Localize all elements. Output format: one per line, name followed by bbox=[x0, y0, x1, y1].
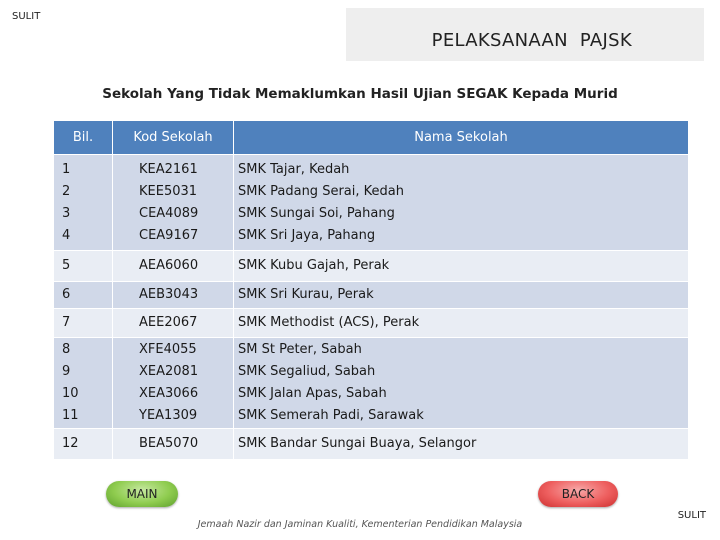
bil-cell: 1 2 3 4 bbox=[54, 154, 113, 250]
nama-sekolah-cell-text: SMK Semerah Padi, Sarawak bbox=[238, 408, 424, 423]
bil-cell: 12 bbox=[54, 428, 113, 459]
nama-sekolah-cell-text: SMK Methodist (ACS), Perak bbox=[238, 315, 420, 330]
table-subtitle: Sekolah Yang Tidak Memaklumkan Hasil Uji… bbox=[102, 86, 618, 102]
back-button[interactable]: BACK bbox=[538, 481, 618, 507]
bil-cell-text: 9 bbox=[62, 364, 71, 379]
nama-sekolah-cell-text: SMK Bandar Sungai Buaya, Selangor bbox=[238, 436, 477, 451]
column-header-kod-sekolah: Kod Sekolah bbox=[113, 121, 234, 154]
kod-sekolah-cell: AEB3043 bbox=[113, 281, 234, 308]
kod-sekolah-cell-text: YEA1309 bbox=[139, 408, 198, 423]
nama-sekolah-cell-text: SMK Sungai Soi, Pahang bbox=[238, 205, 395, 221]
column-header-nama-sekolah: Nama Sekolah bbox=[234, 121, 688, 154]
kod-sekolah-cell-text: KEA2161 bbox=[139, 161, 198, 177]
nama-sekolah-cell: SM St Peter, Sabah SMK Segaliud, Sabah SMK… bbox=[234, 337, 688, 428]
bil-cell: 5 bbox=[54, 250, 113, 281]
kod-sekolah-cell: XFE4055 XEA2081 XEA3066 YEA1309 bbox=[113, 337, 234, 428]
kod-sekolah-cell-text: AEE2067 bbox=[139, 315, 198, 330]
table-row: 1 2 3 4 KEA2161 KEE5031 CEA4089 CEA9167 SMK Taja… bbox=[54, 154, 688, 250]
kod-sekolah-cell-text: XFE4055 bbox=[139, 342, 197, 357]
table-row: 8 9 10 11 XFE4055 XEA2081 XEA3066 YEA1309 SM St … bbox=[54, 337, 688, 428]
bil-cell-text: 6 bbox=[62, 287, 71, 302]
bil-cell-text: 5 bbox=[62, 258, 71, 273]
nama-sekolah-cell-text: SMK Kubu Gajah, Perak bbox=[238, 258, 390, 273]
classification-label-top: SULIT bbox=[12, 11, 41, 22]
nama-sekolah-cell: SMK Sri Kurau, Perak bbox=[234, 281, 688, 308]
bil-cell-text: 3 bbox=[62, 205, 71, 221]
nama-sekolah-cell: SMK Bandar Sungai Buaya, Selangor bbox=[234, 428, 688, 459]
column-header-bil: Bil. bbox=[54, 121, 113, 154]
nama-sekolah-cell: SMK Methodist (ACS), Perak bbox=[234, 308, 688, 337]
kod-sekolah-cell-text: KEE5031 bbox=[139, 183, 198, 199]
bil-cell: 7 bbox=[54, 308, 113, 337]
kod-sekolah-cell: AEA6060 bbox=[113, 250, 234, 281]
table-row: 6 AEB3043 SMK Sri Kurau, Perak bbox=[54, 281, 688, 308]
kod-sekolah-cell-text: BEA5070 bbox=[139, 436, 199, 451]
bil-cell-text: 12 bbox=[62, 436, 79, 451]
kod-sekolah-cell-text: AEA6060 bbox=[139, 258, 199, 273]
bil-cell: 6 bbox=[54, 281, 113, 308]
footer-note: Jemaah Nazir dan Jaminan Kualiti, Kement… bbox=[197, 519, 523, 530]
classification-label-bottom: SULIT bbox=[677, 510, 706, 521]
bil-cell-text: 10 bbox=[62, 386, 79, 401]
nama-sekolah-cell-text: SMK Padang Serai, Kedah bbox=[238, 183, 404, 199]
nama-sekolah-cell-text: SMK Jalan Apas, Sabah bbox=[238, 386, 387, 401]
table-header-row: Bil. Kod Sekolah Nama Sekolah bbox=[54, 121, 688, 154]
page-title: PELAKSANAAN PAJSK bbox=[431, 30, 632, 51]
table-row: 7 AEE2067 SMK Methodist (ACS), Perak bbox=[54, 308, 688, 337]
main-button[interactable]: MAIN bbox=[106, 481, 178, 507]
bil-cell-text: 7 bbox=[62, 315, 71, 330]
kod-sekolah-cell-text: XEA3066 bbox=[139, 386, 199, 401]
kod-sekolah-cell-text: XEA2081 bbox=[139, 364, 199, 379]
bil-cell: 8 9 10 11 bbox=[54, 337, 113, 428]
nama-sekolah-cell-text: SMK Sri Kurau, Perak bbox=[238, 287, 374, 302]
nama-sekolah-cell-text: SMK Tajar, Kedah bbox=[238, 161, 350, 177]
bil-cell-text: 2 bbox=[62, 183, 71, 199]
bil-cell-text: 4 bbox=[62, 227, 71, 243]
kod-sekolah-cell: AEE2067 bbox=[113, 308, 234, 337]
table-row: 5 AEA6060 SMK Kubu Gajah, Perak bbox=[54, 250, 688, 281]
nama-sekolah-cell: SMK Kubu Gajah, Perak bbox=[234, 250, 688, 281]
nama-sekolah-cell-text: SMK Segaliud, Sabah bbox=[238, 364, 376, 379]
nama-sekolah-cell-text: SMK Sri Jaya, Pahang bbox=[238, 227, 376, 243]
schools-table: Bil. Kod Sekolah Nama Sekolah 1 2 3 4 KEA216… bbox=[54, 121, 688, 459]
kod-sekolah-cell-text: CEA4089 bbox=[139, 205, 199, 221]
kod-sekolah-cell-text: AEB3043 bbox=[139, 287, 199, 302]
bil-cell-text: 8 bbox=[62, 342, 71, 357]
title-box: PELAKSANAAN PAJSK bbox=[346, 8, 704, 61]
nama-sekolah-cell: SMK Tajar, Kedah SMK Padang Serai, Kedah S… bbox=[234, 154, 688, 250]
kod-sekolah-cell: KEA2161 KEE5031 CEA4089 CEA9167 bbox=[113, 154, 234, 250]
kod-sekolah-cell: BEA5070 bbox=[113, 428, 234, 459]
kod-sekolah-cell-text: CEA9167 bbox=[139, 227, 199, 243]
bil-cell-text: 11 bbox=[62, 408, 79, 423]
table-row: 12 BEA5070 SMK Bandar Sungai Buaya, Selang… bbox=[54, 428, 688, 459]
nama-sekolah-cell-text: SM St Peter, Sabah bbox=[238, 342, 362, 357]
table-body: 1 2 3 4 KEA2161 KEE5031 CEA4089 CEA9167 SMK Taja… bbox=[54, 154, 688, 459]
bil-cell-text: 1 bbox=[62, 161, 71, 177]
